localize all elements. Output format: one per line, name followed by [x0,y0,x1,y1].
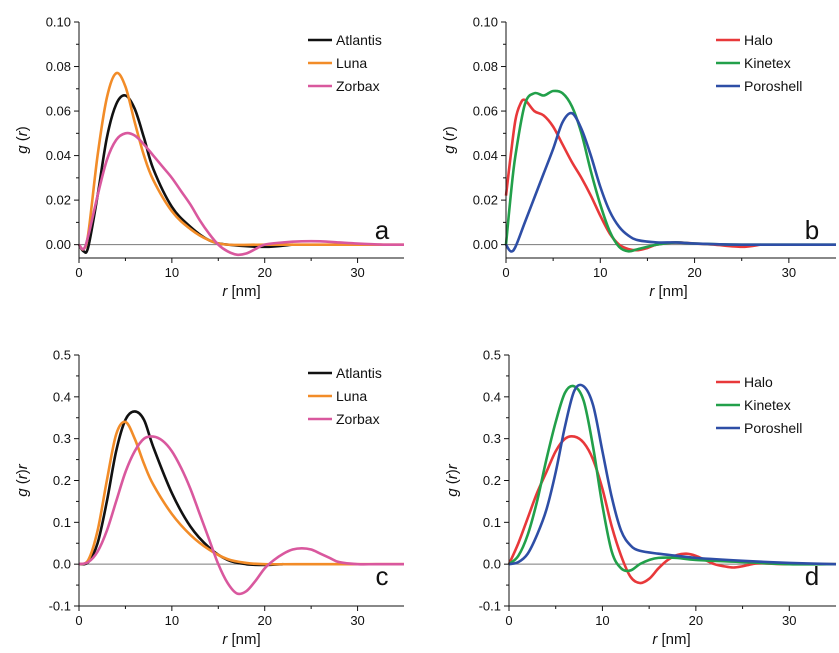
y-axis-label: g (r)r [444,463,461,497]
y-tick-label: 0.1 [53,515,71,530]
x-axis-label: r [nm] [222,631,260,648]
y-axis-label: g (r) [441,126,458,154]
x-axis-label: r [nm] [649,283,687,300]
x-axis-label: r [nm] [652,631,690,648]
series-line-luna [77,71,404,251]
legend-label-poroshell: Poroshell [744,420,802,436]
y-tick-label: 0.08 [46,59,71,74]
x-tick-label: 10 [165,265,179,280]
x-tick-label: 10 [593,265,607,280]
y-tick-label: 0.10 [46,15,71,30]
y-tick-label: 0.2 [483,473,501,488]
x-tick-label: 0 [75,265,82,280]
x-tick-label: 30 [350,265,364,280]
legend-label-zorbax: Zorbax [336,78,380,94]
y-tick-label: 0.02 [473,193,498,208]
y-tick-label: -0.1 [49,599,71,614]
y-tick-label: 0.06 [473,104,498,119]
y-tick-label: 0.08 [473,59,498,74]
panel-a: 0.00 0.02 0.04 0.06 0.08 0.10 0 10 20 30 r [nm] g (… [14,15,405,300]
x-tick-label: 20 [257,265,271,280]
series-line-poroshell [508,383,837,566]
y-tick-label: 0.04 [46,148,71,163]
y-tick-label: 0.00 [46,237,71,252]
x-tick-label: 0 [505,613,512,628]
y-tick-label: 0.02 [46,193,71,208]
series-line-zorbax [77,131,405,257]
x-tick-label: 0 [502,265,509,280]
legend-label-halo: Halo [744,32,773,48]
y-tick-label: 0.5 [483,348,501,363]
legend-label-zorbax: Zorbax [336,411,380,427]
legend-label-atlantis: Atlantis [336,365,382,381]
y-tick-label: 0.3 [53,431,71,446]
y-tick-label: 0.4 [483,389,501,404]
y-tick-label: 0.06 [46,104,71,119]
panel-label: d [805,561,819,591]
series-line-atlantis [78,410,284,567]
panel-label: c [376,561,389,591]
x-tick-label: 0 [75,613,82,628]
legend-label-halo: Halo [744,374,773,390]
legend-label-kinetex: Kinetex [744,397,791,413]
panel-label: a [375,215,390,245]
y-tick-label: 0.3 [483,431,501,446]
y-tick-label: 0.0 [53,557,71,572]
x-tick-label: 30 [782,613,796,628]
y-tick-label: 0.00 [473,237,498,252]
panel-label: b [805,215,819,245]
y-axis-label: g (r) [14,126,31,154]
x-tick-label: 10 [595,613,609,628]
series-line-kinetex [508,384,837,573]
panel-b: 0.00 0.02 0.04 0.06 0.08 0.10 0 10 20 30 r [nm] g (… [441,15,836,300]
x-tick-label: 20 [689,613,703,628]
y-tick-label: 0.10 [473,15,498,30]
x-tick-label: 30 [782,265,796,280]
legend-label-poroshell: Poroshell [744,78,802,94]
series-line-atlantis [77,94,293,255]
series-line-kinetex [504,89,836,253]
panel-d: -0.1 0.0 0.1 0.2 0.3 0.4 0.5 0 10 20 30 r [nm] g (r)… [444,348,837,648]
series-line-zorbax [78,435,404,596]
y-tick-label: 0.4 [53,389,71,404]
x-axis-label: r [nm] [222,283,260,300]
y-tick-label: -0.1 [479,599,501,614]
panel-c: -0.1 0.0 0.1 0.2 0.3 0.4 0.5 0 10 20 30 r [nm] g (r)… [14,348,404,648]
y-tick-label: 0.2 [53,473,71,488]
x-tick-label: 30 [350,613,364,628]
y-tick-label: 0.5 [53,348,71,363]
legend-label-luna: Luna [336,55,367,71]
series-line-luna [78,420,404,566]
x-tick-label: 10 [165,613,179,628]
x-tick-label: 20 [257,613,271,628]
x-tick-label: 20 [687,265,701,280]
y-tick-label: 0.04 [473,148,498,163]
y-axis-label: g (r)r [14,463,31,497]
legend-label-luna: Luna [336,388,367,404]
legend-label-atlantis: Atlantis [336,32,382,48]
series-line-poroshell [504,111,836,253]
series-line-halo [507,434,837,585]
y-tick-label: 0.0 [483,557,501,572]
y-tick-label: 0.1 [483,515,501,530]
legend-label-kinetex: Kinetex [744,55,791,71]
